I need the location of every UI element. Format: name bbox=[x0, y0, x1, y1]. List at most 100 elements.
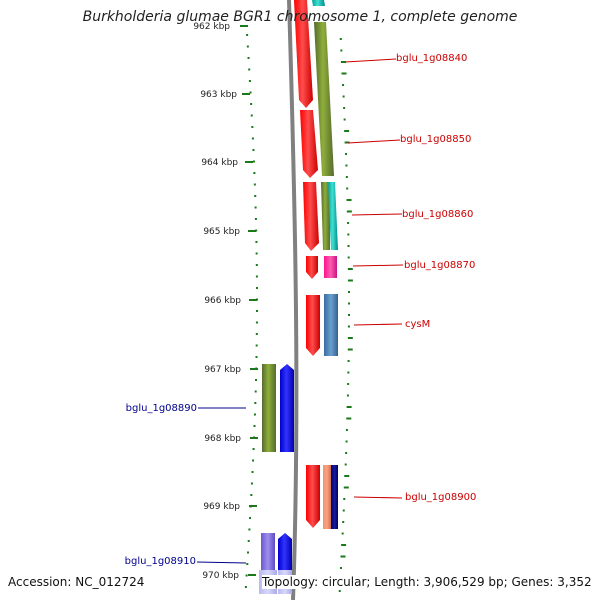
track-dot bbox=[251, 137, 254, 140]
track-dot bbox=[245, 574, 248, 577]
track-dot bbox=[252, 459, 255, 462]
track-dot bbox=[342, 84, 345, 86]
reverse-strand-genes bbox=[259, 364, 294, 594]
track-dot bbox=[255, 229, 258, 232]
gene-arrow-steelblue[interactable] bbox=[324, 294, 338, 356]
gene-label-cysM[interactable]: cysM bbox=[405, 319, 430, 330]
tick-label: 970 kbp bbox=[202, 571, 239, 581]
track-dot bbox=[341, 72, 347, 75]
track-dot bbox=[249, 91, 252, 94]
track-dot bbox=[347, 325, 350, 328]
track-dot bbox=[248, 68, 251, 71]
track-dot bbox=[253, 425, 256, 427]
track-dot bbox=[343, 107, 346, 109]
tick-968: 968 kbp bbox=[204, 434, 258, 444]
track-dot bbox=[347, 245, 350, 247]
gene-label-bglu_1g08840[interactable]: bglu_1g08840 bbox=[396, 53, 467, 64]
track-dot bbox=[347, 256, 350, 259]
gene-label-bglu_1g08850[interactable]: bglu_1g08850 bbox=[400, 134, 471, 145]
track-dot bbox=[254, 195, 257, 197]
track-dot bbox=[343, 498, 346, 500]
tick-964: 964 kbp bbox=[201, 158, 253, 168]
track-dot bbox=[347, 360, 350, 362]
forward-strand-genes bbox=[294, 0, 338, 529]
track-dot bbox=[253, 172, 256, 174]
gene-label-bglu_1g08890[interactable]: bglu_1g08890 bbox=[126, 403, 197, 414]
chromosome-backbone bbox=[287, 0, 299, 600]
track-dot bbox=[254, 390, 257, 393]
track-dot bbox=[345, 164, 348, 167]
map-title: Burkholderia glumae BGR1 chromosome 1, c… bbox=[82, 9, 518, 25]
tick-label: 964 kbp bbox=[201, 158, 238, 168]
gene-arrow-pink[interactable] bbox=[324, 256, 337, 278]
gene-arrow-cyan-top[interactable] bbox=[312, 0, 325, 6]
tick-label: 962 kbp bbox=[193, 22, 230, 32]
gene-arrow-olive-2[interactable] bbox=[321, 182, 330, 250]
track-dot bbox=[255, 241, 258, 243]
gene-arrow-red-5[interactable] bbox=[306, 295, 320, 356]
track-dot bbox=[254, 402, 257, 404]
track-dot bbox=[340, 49, 343, 52]
track-dot bbox=[247, 551, 250, 554]
track-dot bbox=[341, 532, 344, 535]
gene-arrow-olive-1[interactable] bbox=[314, 22, 334, 176]
track-dot bbox=[340, 555, 346, 558]
track-dot bbox=[338, 590, 341, 592]
gene-arrow-salmon[interactable] bbox=[323, 465, 331, 529]
track-dot bbox=[344, 130, 350, 132]
track-dot bbox=[252, 160, 255, 163]
gene-arrow-red-top[interactable] bbox=[294, 0, 313, 108]
track-dot bbox=[347, 348, 353, 351]
track-dot bbox=[254, 218, 257, 220]
track-dot bbox=[254, 206, 257, 209]
track-dot bbox=[347, 337, 353, 339]
track-dot bbox=[344, 463, 347, 466]
gene-arrow-olive-3[interactable] bbox=[262, 364, 276, 452]
gene-label-bglu_1g08910[interactable]: bglu_1g08910 bbox=[125, 556, 196, 567]
track-dot bbox=[248, 80, 251, 82]
track-dot bbox=[346, 187, 349, 190]
track-dot bbox=[248, 528, 251, 531]
tick-969: 969 kbp bbox=[203, 502, 257, 512]
gene-label-bglu_1g08870[interactable]: bglu_1g08870 bbox=[404, 260, 475, 271]
track-dot bbox=[339, 567, 342, 569]
gene-label-bglu_1g08860[interactable]: bglu_1g08860 bbox=[402, 209, 473, 220]
track-dot bbox=[251, 471, 254, 473]
tick-962: 962 kbp bbox=[193, 22, 248, 32]
track-dot bbox=[346, 210, 352, 213]
gene-arrow-red-3[interactable] bbox=[303, 182, 319, 251]
track-dot bbox=[251, 126, 254, 128]
track-dot bbox=[340, 61, 346, 63]
gene-arrow-blue-2[interactable] bbox=[278, 533, 292, 570]
tick-label: 968 kbp bbox=[204, 434, 241, 444]
track-dot bbox=[342, 509, 345, 512]
dotted-track-left bbox=[244, 34, 258, 588]
genome-summary-text: Topology: circular; Length: 3,906,529 bp… bbox=[262, 575, 592, 589]
track-dot bbox=[255, 287, 258, 289]
gene-arrow-red-4[interactable] bbox=[306, 256, 318, 279]
track-dot bbox=[346, 417, 352, 420]
gene-arrow-lavender[interactable] bbox=[261, 533, 275, 570]
gene-label-bglu_1g08900[interactable]: bglu_1g08900 bbox=[405, 492, 476, 503]
track-dot bbox=[250, 482, 253, 485]
track-dot bbox=[345, 429, 348, 431]
gene-arrow-red-6[interactable] bbox=[306, 465, 320, 528]
track-dot bbox=[250, 494, 253, 496]
gene-arrow-red-2[interactable] bbox=[300, 110, 318, 178]
track-dot bbox=[341, 544, 347, 546]
track-dot bbox=[254, 379, 257, 381]
track-dot bbox=[255, 252, 258, 255]
tick-967: 967 kbp bbox=[204, 365, 258, 375]
track-dot bbox=[345, 452, 348, 454]
track-dot bbox=[346, 199, 352, 201]
track-dot bbox=[342, 95, 345, 98]
gene-arrow-navy[interactable] bbox=[331, 465, 338, 529]
gene-arrow-cyan-2[interactable] bbox=[328, 182, 338, 250]
track-dot bbox=[346, 394, 349, 397]
tick-label: 967 kbp bbox=[204, 365, 241, 375]
track-dot bbox=[253, 413, 256, 416]
track-dot bbox=[347, 314, 350, 316]
gene-arrow-blue-1[interactable] bbox=[280, 364, 294, 452]
track-dot bbox=[255, 275, 258, 278]
track-dot bbox=[255, 356, 258, 358]
